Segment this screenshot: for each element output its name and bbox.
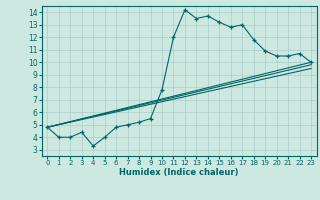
X-axis label: Humidex (Indice chaleur): Humidex (Indice chaleur)	[119, 168, 239, 177]
